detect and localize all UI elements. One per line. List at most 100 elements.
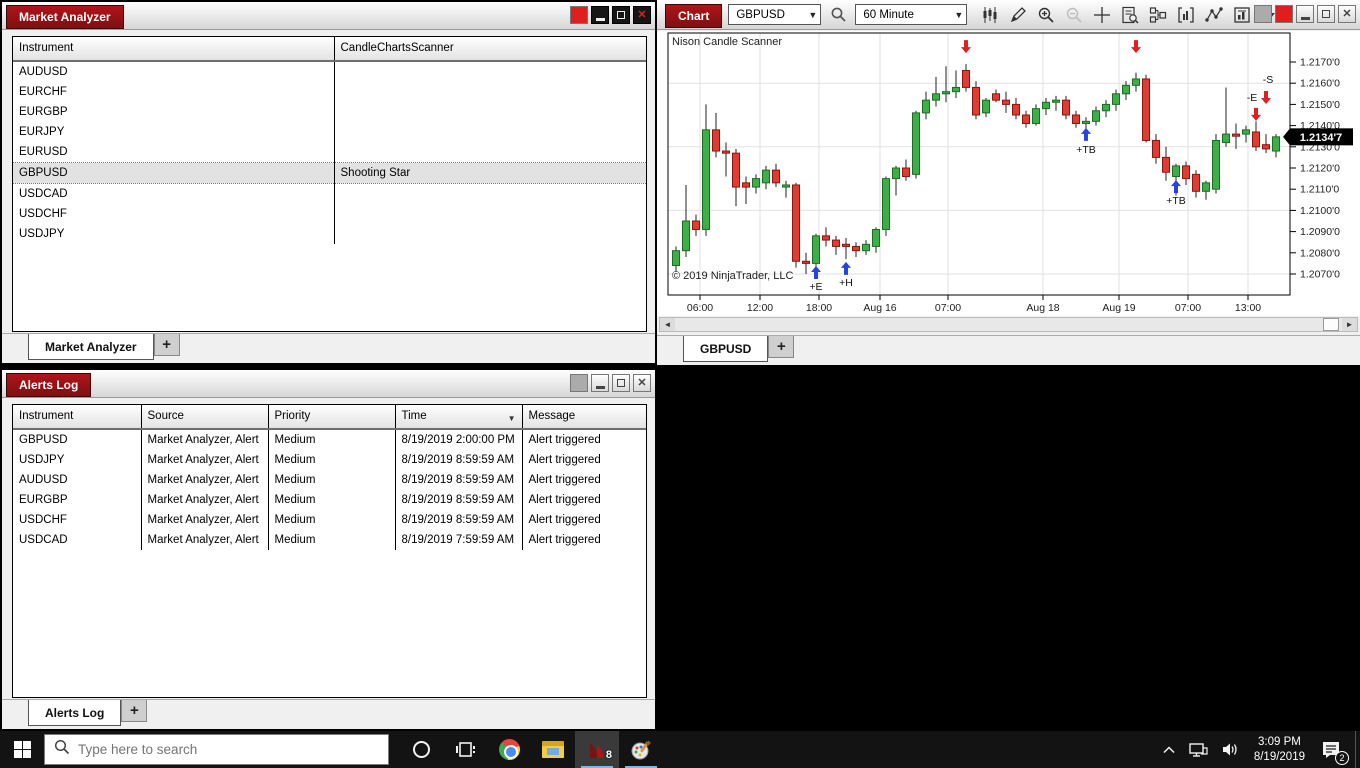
chart-tabstrip: GBPUSD + bbox=[657, 335, 1360, 365]
tray-expand-chevron-icon[interactable] bbox=[1156, 731, 1182, 768]
table-row[interactable]: EURGBP bbox=[13, 102, 646, 122]
instrument-dropdown[interactable]: GBPUSD ▼ bbox=[728, 4, 822, 25]
svg-text:1.2150'0: 1.2150'0 bbox=[1300, 99, 1340, 111]
table-row[interactable]: GBPUSD Shooting Star bbox=[13, 162, 646, 184]
column-header-scanner[interactable]: CandleChartsScanner bbox=[334, 37, 646, 62]
chart-style-icon[interactable] bbox=[979, 4, 1001, 26]
table-row[interactable]: GBPUSD Market Analyzer, Alert Medium 8/19/2… bbox=[13, 429, 646, 450]
network-icon[interactable] bbox=[1182, 731, 1215, 768]
table-row[interactable]: EURUSD bbox=[13, 142, 646, 163]
chart-horizontal-scrollbar[interactable]: ◄ ► bbox=[659, 317, 1358, 332]
zoom-in-icon[interactable] bbox=[1035, 4, 1057, 26]
instrument-search-icon[interactable] bbox=[827, 4, 849, 26]
table-cell: USDCAD bbox=[13, 183, 335, 204]
table-row[interactable]: USDJPY Market Analyzer, Alert Medium 8/19/2… bbox=[13, 450, 646, 470]
minimize-button[interactable] bbox=[591, 374, 609, 392]
minimize-button[interactable] bbox=[591, 6, 609, 24]
table-row[interactable]: USDCHF Market Analyzer, Alert Medium 8/19/2… bbox=[13, 510, 646, 530]
cortana-button[interactable] bbox=[399, 731, 443, 768]
table-header-row[interactable]: Instrument CandleChartsScanner bbox=[13, 37, 646, 62]
table-cell bbox=[334, 122, 646, 142]
chart-trader-icon[interactable] bbox=[1231, 4, 1253, 26]
scrollbar-thumb[interactable] bbox=[1323, 318, 1339, 331]
strategies-icon[interactable] bbox=[1147, 4, 1169, 26]
search-input[interactable] bbox=[78, 742, 358, 757]
table-row[interactable]: AUDUSD bbox=[13, 61, 646, 82]
clock-date: 8/19/2019 bbox=[1253, 750, 1305, 763]
crosshair-icon[interactable] bbox=[1091, 4, 1113, 26]
table-row[interactable]: USDCAD Market Analyzer, Alert Medium 8/19/2… bbox=[13, 530, 646, 550]
table-cell: EURJPY bbox=[13, 122, 335, 142]
volume-icon[interactable] bbox=[1215, 731, 1246, 768]
add-tab-button[interactable]: + bbox=[153, 334, 180, 356]
taskbar-clock[interactable]: 3:09 PM 8/19/2019 bbox=[1246, 735, 1313, 765]
interval-dropdown[interactable]: 60 Minute ▼ bbox=[855, 4, 968, 25]
minimize-button[interactable] bbox=[1296, 5, 1314, 23]
close-button[interactable]: ✕ bbox=[633, 374, 651, 392]
market-analyzer-tabstrip: Market Analyzer + bbox=[2, 333, 655, 363]
table-row[interactable]: AUDUSD Market Analyzer, Alert Medium 8/19/2… bbox=[13, 470, 646, 490]
column-header-source[interactable]: Source bbox=[141, 405, 269, 430]
scroll-left-button[interactable]: ◄ bbox=[660, 318, 675, 331]
table-cell bbox=[334, 142, 646, 163]
svg-text:07:00: 07:00 bbox=[935, 302, 961, 314]
interval-value: 60 Minute bbox=[863, 8, 914, 21]
scrollbar-track[interactable] bbox=[675, 318, 1342, 331]
file-explorer-icon[interactable] bbox=[531, 731, 575, 768]
scroll-right-button[interactable]: ► bbox=[1342, 318, 1357, 331]
table-cell: Shooting Star bbox=[334, 162, 646, 184]
table-cell: EURGBP bbox=[13, 102, 335, 122]
table-cell: 8/19/2019 8:59:59 AM bbox=[395, 490, 523, 510]
window-link-button[interactable] bbox=[570, 6, 588, 24]
chrome-icon[interactable] bbox=[487, 731, 531, 768]
tab-alerts-log[interactable]: Alerts Log bbox=[28, 700, 122, 726]
drawing-mode-icon[interactable] bbox=[1203, 4, 1225, 26]
drawing-tools-icon[interactable] bbox=[1007, 4, 1029, 26]
action-center-button[interactable]: 2 bbox=[1313, 731, 1351, 768]
price-chart[interactable]: +E +H +TB +TB -E -S 1.2170'0 1.2160'0 1.2150'0 1.… bbox=[657, 31, 1360, 316]
table-row[interactable]: EURCHF bbox=[13, 82, 646, 102]
column-header-instrument[interactable]: Instrument bbox=[13, 405, 142, 430]
column-header-time[interactable]: Time ▼ bbox=[395, 405, 523, 430]
table-row[interactable]: USDCHF bbox=[13, 204, 646, 224]
interval-link-button[interactable] bbox=[1275, 5, 1293, 23]
market-analyzer-window: Market Analyzer ✕ Instrument CandleChart… bbox=[0, 0, 657, 365]
start-button[interactable] bbox=[0, 731, 44, 768]
maximize-button[interactable] bbox=[612, 374, 630, 392]
window-link-button[interactable] bbox=[570, 374, 588, 392]
zoom-out-icon[interactable] bbox=[1063, 4, 1085, 26]
svg-text:+H: +H bbox=[839, 277, 853, 289]
close-button[interactable]: ✕ bbox=[633, 6, 651, 24]
table-row[interactable]: EURJPY bbox=[13, 122, 646, 142]
alerts-log-titlebar[interactable]: Alerts Log ✕ bbox=[2, 370, 655, 398]
market-analyzer-titlebar[interactable]: Market Analyzer ✕ bbox=[2, 2, 655, 30]
table-cell: USDCHF bbox=[13, 204, 335, 224]
instrument-link-button[interactable] bbox=[1254, 5, 1272, 23]
alerts-log-window: Alerts Log ✕ Instrument Source Priority … bbox=[0, 368, 657, 731]
column-header-priority[interactable]: Priority bbox=[268, 405, 396, 430]
chevron-down-icon: ▼ bbox=[954, 9, 964, 20]
svg-text:18:00: 18:00 bbox=[806, 302, 832, 314]
maximize-button[interactable] bbox=[612, 6, 630, 24]
tab-gbpusd[interactable]: GBPUSD bbox=[683, 336, 769, 362]
task-view-button[interactable] bbox=[443, 731, 487, 768]
chart-title: Chart bbox=[665, 3, 723, 28]
close-button[interactable]: ✕ bbox=[1338, 5, 1356, 23]
svg-text:+TB: +TB bbox=[1166, 195, 1186, 207]
table-row[interactable]: USDJPY bbox=[13, 224, 646, 244]
column-header-instrument[interactable]: Instrument bbox=[13, 37, 335, 62]
maximize-button[interactable] bbox=[1317, 5, 1335, 23]
table-header-row[interactable]: Instrument Source Priority Time ▼ Messag… bbox=[13, 405, 646, 430]
show-desktop-button[interactable] bbox=[1355, 731, 1360, 768]
tab-market-analyzer[interactable]: Market Analyzer bbox=[28, 334, 154, 360]
taskbar-search[interactable] bbox=[44, 734, 389, 765]
add-tab-button[interactable]: + bbox=[121, 700, 148, 722]
table-row[interactable]: EURGBP Market Analyzer, Alert Medium 8/19/2… bbox=[13, 490, 646, 510]
table-row[interactable]: USDCAD bbox=[13, 183, 646, 204]
ninjatrader-app-icon[interactable]: 8 bbox=[575, 731, 619, 768]
indicators-icon[interactable] bbox=[1175, 4, 1197, 26]
column-header-message[interactable]: Message bbox=[522, 405, 646, 430]
data-series-icon[interactable] bbox=[1119, 4, 1141, 26]
paint-app-icon[interactable] bbox=[619, 731, 663, 768]
add-tab-button[interactable]: + bbox=[768, 336, 795, 358]
